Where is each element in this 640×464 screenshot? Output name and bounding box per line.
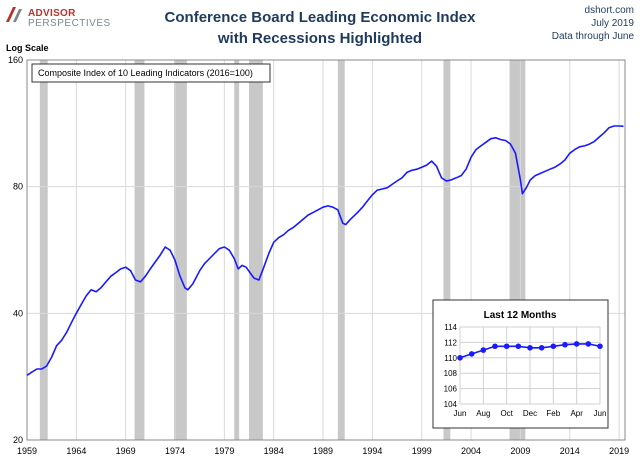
inset-data-point: [468, 351, 475, 357]
y-tick-label: 20: [13, 435, 23, 445]
recession-band: [234, 60, 240, 440]
recession-band: [249, 60, 263, 440]
inset-x-tick-label: Oct: [500, 409, 513, 418]
inset-data-point: [550, 343, 557, 350]
inset-y-tick-label: 106: [444, 385, 458, 394]
x-tick-label: 2009: [510, 446, 530, 456]
y-axis-label: Log Scale: [6, 43, 49, 53]
plot-frame: [26, 59, 626, 441]
advisor-perspectives-logo: ADVISOR PERSPECTIVES: [4, 4, 110, 29]
y-tick-label: 40: [13, 308, 23, 318]
inset-y-tick-label: 110: [444, 354, 457, 363]
x-tick-label: 1989: [313, 446, 333, 456]
inset-data-point: [480, 347, 487, 353]
x-tick-label: 2019: [609, 446, 629, 456]
inset-chart: Last 12 Months 104 106 108 110 112 114 Jun Aug Oc…: [432, 299, 609, 429]
inset-data-point: [538, 344, 545, 351]
y-tick-label: 80: [13, 182, 23, 192]
inset-data-point: [597, 343, 603, 350]
inset-data-point: [515, 343, 522, 350]
inset-y-tick-label: 108: [444, 369, 458, 378]
inset-x-tick-label: Jun: [454, 409, 467, 418]
recession-band: [443, 60, 451, 440]
date-text: July 2019: [591, 18, 634, 29]
x-tick-label: 1999: [412, 446, 432, 456]
note-text: Data through June: [551, 31, 634, 42]
recession-band: [134, 60, 145, 440]
legend: Composite Index of 10 Leading Indicators…: [31, 63, 271, 83]
inset-x-tick-label: Feb: [546, 409, 560, 418]
inset-data-point: [573, 341, 580, 347]
recession-band: [39, 60, 48, 440]
inset-data-point: [562, 341, 568, 348]
title-line1: Conference Board Leading Economic Index: [164, 9, 476, 26]
source-text: dshort.com: [584, 5, 634, 16]
lei-series-line: [26, 125, 624, 376]
inset-frame: [432, 299, 609, 429]
inset-title: Last 12 Months: [484, 310, 557, 321]
inset-x-tick-label: Jun: [594, 409, 607, 418]
source-block: dshort.com July 2019 Data through June: [552, 4, 634, 43]
recession-band: [337, 60, 345, 440]
inset-data-point: [503, 343, 510, 350]
x-tick-label: 1964: [66, 446, 86, 456]
inset-data-point: [585, 341, 592, 347]
inset-data-point: [492, 343, 498, 350]
y-tick-label: 160: [8, 55, 23, 65]
inset-y-tick-label: 114: [444, 323, 457, 332]
inset-y-tick-label: 112: [444, 338, 457, 347]
logo-mark-icon: [6, 7, 22, 22]
inset-x-tick-label: Aug: [476, 409, 490, 418]
legend-box: [31, 63, 271, 83]
recession-band: [174, 60, 187, 440]
x-tick-label: 2004: [461, 446, 481, 456]
legend-label: Composite Index of 10 Leading Indicators…: [38, 68, 253, 78]
chart-title: Conference Board Leading Economic Index …: [120, 7, 520, 49]
inset-y-tick-label: 104: [444, 400, 458, 409]
x-tick-label: 1974: [165, 446, 185, 456]
x-tick-label: 1969: [116, 446, 136, 456]
logo-line2: PERSPECTIVES: [28, 18, 111, 29]
logo-line1: ADVISOR: [28, 8, 76, 19]
inset-data-point: [527, 344, 533, 351]
x-tick-label: 1979: [214, 446, 234, 456]
inset-data-point: [457, 355, 463, 361]
title-line2: with Recessions Highlighted: [217, 30, 423, 47]
inset-x-tick-label: Apr: [570, 409, 583, 418]
inset-x-tick-label: Dec: [523, 409, 537, 418]
x-tick-label: 1984: [264, 446, 284, 456]
x-tick-label: 2014: [560, 446, 580, 456]
x-tick-label: 1994: [362, 446, 382, 456]
x-tick-label: 1959: [17, 446, 37, 456]
